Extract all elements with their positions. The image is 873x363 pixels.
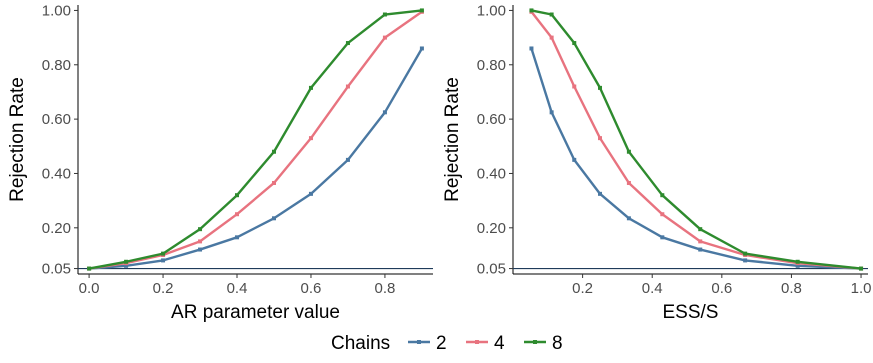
data-point-series-8 <box>235 193 240 198</box>
legend-key-marker <box>475 340 479 344</box>
x-tick-label: 1.0 <box>851 280 872 297</box>
data-point-series-4 <box>235 212 240 217</box>
data-point-series-4 <box>198 239 203 244</box>
data-point-series-2 <box>598 191 603 196</box>
data-point-series-8 <box>124 259 129 264</box>
data-point-series-8 <box>419 8 424 13</box>
y-tick-label: 1.00 <box>477 2 506 19</box>
data-point-series-8 <box>572 41 577 46</box>
series-line-2 <box>87 47 424 270</box>
data-point-series-2 <box>419 46 424 51</box>
data-point-series-8 <box>308 85 313 90</box>
y-tick-label: 0.20 <box>42 220 71 237</box>
data-point-series-4 <box>698 239 703 244</box>
y-tick-label: 0.05 <box>42 261 71 278</box>
x-tick-label: 0.8 <box>781 280 802 297</box>
series-line-4 <box>530 10 863 270</box>
y-tick-label: 0.60 <box>477 111 506 128</box>
data-point-series-4 <box>271 180 276 185</box>
data-point-series-8 <box>161 251 166 256</box>
data-point-series-2 <box>161 258 166 263</box>
legend-item-label: 8 <box>552 333 563 354</box>
data-point-series-8 <box>87 266 92 271</box>
legend-key-marker <box>417 340 421 344</box>
data-point-series-4 <box>345 84 350 89</box>
series-line-8 <box>87 9 424 270</box>
y-axis-title: Rejection Rate <box>442 77 463 202</box>
y-tick-label: 1.00 <box>42 2 71 19</box>
x-tick-label: 0.2 <box>153 280 174 297</box>
data-point-series-4 <box>382 35 387 40</box>
x-tick-label: 0.8 <box>374 280 395 297</box>
data-point-series-8 <box>271 149 276 154</box>
series-line-4 <box>87 10 424 270</box>
data-point-series-2 <box>271 216 276 221</box>
series-line-2 <box>530 47 863 270</box>
data-point-series-2 <box>626 216 631 221</box>
data-point-series-2 <box>743 258 748 263</box>
x-tick-label: 0.2 <box>572 280 593 297</box>
legend-title: Chains <box>331 333 390 354</box>
data-point-series-2 <box>308 191 313 196</box>
data-point-series-4 <box>660 212 665 217</box>
data-point-series-4 <box>308 136 313 141</box>
x-axis-title: AR parameter value <box>171 302 340 323</box>
data-point-series-2 <box>698 247 703 252</box>
legend: Chains 2 4 8 <box>331 333 563 354</box>
data-point-series-4 <box>572 84 577 89</box>
y-tick-label: 0.40 <box>477 165 506 182</box>
y-tick-label: 0.05 <box>477 261 506 278</box>
x-tick-label: 0.4 <box>227 280 248 297</box>
data-point-series-2 <box>572 157 577 162</box>
data-point-series-2 <box>124 263 129 268</box>
chart-panel-ess: 0.05 0.20 0.40 0.60 0.80 1.00 0.2 0.4 0.6 0.8 1.0 E… <box>442 2 871 323</box>
data-point-series-8 <box>698 227 703 232</box>
data-point-series-8 <box>198 227 203 232</box>
data-point-series-2 <box>529 46 534 51</box>
y-tick-label: 0.40 <box>42 165 71 182</box>
data-point-series-4 <box>626 180 631 185</box>
legend-item-label: 2 <box>436 333 447 354</box>
data-point-series-2 <box>795 263 800 268</box>
x-tick-label: 0.4 <box>642 280 663 297</box>
y-axis-title: Rejection Rate <box>7 77 28 202</box>
data-point-series-2 <box>198 247 203 252</box>
x-axis-title: ESS/S <box>663 302 719 323</box>
data-point-series-2 <box>235 235 240 240</box>
data-point-series-8 <box>345 41 350 46</box>
y-tick-label: 0.80 <box>477 57 506 74</box>
data-point-series-4 <box>549 35 554 40</box>
data-point-series-8 <box>549 12 554 17</box>
data-point-series-2 <box>549 110 554 115</box>
data-point-series-2 <box>382 110 387 115</box>
data-point-series-4 <box>598 136 603 141</box>
x-tick-label: 0.6 <box>301 280 322 297</box>
series-line-8 <box>530 9 863 270</box>
data-point-series-8 <box>626 149 631 154</box>
data-point-series-8 <box>859 266 864 271</box>
legend-item-label: 4 <box>494 333 505 354</box>
chart-panel-ar-parameter: 0.05 0.20 0.40 0.60 0.80 1.00 0.0 0.2 0.4 0.6 0.8 A… <box>7 2 433 323</box>
legend-key-marker <box>533 340 537 344</box>
data-point-series-8 <box>598 85 603 90</box>
data-point-series-2 <box>660 235 665 240</box>
y-tick-label: 0.80 <box>42 57 71 74</box>
data-point-series-8 <box>660 193 665 198</box>
data-point-series-8 <box>743 251 748 256</box>
x-tick-label: 0.6 <box>711 280 732 297</box>
data-point-series-8 <box>382 12 387 17</box>
x-tick-label: 0.0 <box>79 280 100 297</box>
data-point-series-2 <box>345 157 350 162</box>
y-tick-label: 0.60 <box>42 111 71 128</box>
data-point-series-8 <box>795 259 800 264</box>
y-tick-label: 0.20 <box>477 220 506 237</box>
data-point-series-8 <box>529 8 534 13</box>
